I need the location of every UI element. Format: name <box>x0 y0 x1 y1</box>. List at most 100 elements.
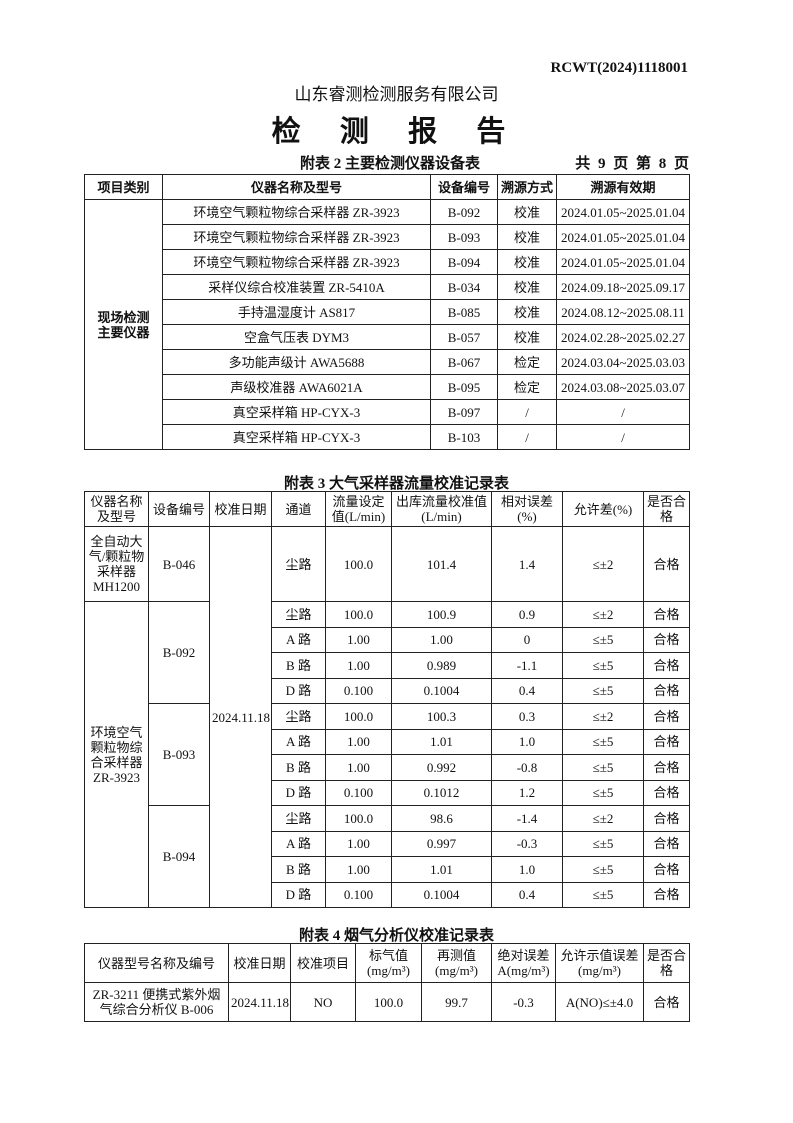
table-cell: ≤±5 <box>562 754 644 781</box>
column-header: 项目类别 <box>84 174 163 200</box>
table-cell: ≤±5 <box>562 677 644 704</box>
table-cell: 98.6 <box>391 805 492 832</box>
table-row: A 路 1.00 0.997 -0.3 ≤±5 合格 <box>85 830 690 857</box>
column-header: 校准日期 <box>209 491 272 527</box>
table-cell: 100.9 <box>391 601 492 628</box>
table-cell: 1.00 <box>325 728 392 755</box>
table-row: 真空采样箱 HP-CYX-3 B-103// <box>85 424 690 450</box>
column-header: 溯源方式 <box>497 174 557 200</box>
table-cell: 1.00 <box>325 652 392 679</box>
table-cell: ≤±5 <box>562 830 644 857</box>
table-cell: 采样仪综合校准装置 ZR-5410A <box>162 274 431 300</box>
table-cell: D 路 <box>271 881 326 908</box>
table-cell: 合格 <box>643 982 690 1022</box>
table-cell: B-092 <box>430 199 498 225</box>
table-row: 全自动大气/颗粒物采样器MH1200 B-046 2024.11.18 尘路 100.0… <box>84 526 690 908</box>
date-cell: 2024.11.18 <box>209 526 272 908</box>
table-row: B 路 1.00 0.989 -1.1 ≤±5 合格 <box>85 652 690 679</box>
table-cell: A(NO)≤±4.0 <box>555 982 644 1022</box>
table-cell: 校准 <box>497 299 557 325</box>
table-cell: 0.100 <box>325 881 392 908</box>
table-cell: 0.9 <box>491 601 563 628</box>
table-cell: 1.01 <box>391 728 492 755</box>
table-cell: 合格 <box>643 652 690 679</box>
table-cell: 校准 <box>497 324 557 350</box>
table-cell: 100.0 <box>325 805 392 832</box>
table-cell: ZR-3211 便携式紫外烟气综合分析仪 B-006 <box>84 982 229 1022</box>
table-cell: 合格 <box>643 881 690 908</box>
table-cell: A 路 <box>271 728 326 755</box>
table-cell: 2024.01.05~2025.01.04 <box>556 199 690 225</box>
column-header: 仪器型号名称及编号 <box>84 943 229 983</box>
table2-caption: 附表 2 主要检测仪器设备表 <box>300 156 481 172</box>
table-cell: 0.992 <box>391 754 492 781</box>
table-cell: 0.989 <box>391 652 492 679</box>
table-cell: -1.1 <box>491 652 563 679</box>
column-header: 是否合格 <box>643 491 690 527</box>
page-count: 共 9 页 第 8 页 <box>575 156 689 172</box>
table-cell: 2024.01.05~2025.01.04 <box>556 224 690 250</box>
header-row: 仪器型号名称及编号 校准日期 校准项目 标气值(mg/m³) 再测值(mg/m³) 绝对误… <box>84 943 690 983</box>
table-row: 环境空气颗粒物综合采样器 ZR-3923 B-094 校准 2024.01.05~20… <box>85 249 690 275</box>
column-header: 允许差(%) <box>562 491 644 527</box>
table-cell: B-085 <box>430 299 498 325</box>
table-row: 环境空气颗粒物综合采样器 ZR-3923 B-093 校准 2024.01.05~20… <box>85 224 690 250</box>
table4-caption: 附表 4 烟气分析仪校准记录表 <box>298 928 494 944</box>
table-cell: ≤±5 <box>562 779 644 806</box>
table-cell: 0.100 <box>325 677 392 704</box>
table-row: 声级校准器 AWA6021A B-095 检定 2024.03.08~2025.03.… <box>85 374 690 400</box>
table-cell: 环境空气颗粒物综合采样器 ZR-3923 <box>162 224 431 250</box>
table-cell: 1.0 <box>491 856 563 883</box>
table-cell: 0.100 <box>325 779 392 806</box>
table-cell: 100.0 <box>325 703 392 730</box>
table-cell: 尘路 <box>271 601 326 628</box>
table-row: B 路 1.00 1.01 1.0 ≤±5 合格 <box>85 856 690 883</box>
device-cell: B-093 <box>148 703 210 806</box>
table-row: 真空采样箱 HP-CYX-3 B-097// <box>85 399 690 425</box>
table-cell: 2024.02.28~2025.02.27 <box>556 324 690 350</box>
table-cell: ≤±2 <box>562 703 644 730</box>
table-cell: B-067 <box>430 349 498 375</box>
table-cell: ≤±2 <box>562 805 644 832</box>
table-cell: ≤±5 <box>562 626 644 653</box>
table-cell: 检定 <box>497 349 557 375</box>
table-cell: 2024.11.18 <box>228 982 291 1022</box>
table-cell: 合格 <box>643 830 690 857</box>
table-cell: 100.3 <box>391 703 492 730</box>
table-cell: ≤±5 <box>562 728 644 755</box>
table-cell: 合格 <box>643 779 690 806</box>
table-cell: B-097 <box>430 399 498 425</box>
table-cell: 2024.01.05~2025.01.04 <box>556 249 690 275</box>
table-cell: 检定 <box>497 374 557 400</box>
table-cell: 1.01 <box>391 856 492 883</box>
table-cell: 合格 <box>643 677 690 704</box>
table-cell: 真空采样箱 HP-CYX-3 <box>162 424 431 450</box>
flue-gas-calibration-table: 仪器型号名称及编号 校准日期 校准项目 标气值(mg/m³) 再测值(mg/m³) 绝对误… <box>84 943 690 1022</box>
table-cell: 尘路 <box>271 703 326 730</box>
column-header: 是否合格 <box>643 943 690 983</box>
table-cell: 环境空气颗粒物综合采样器 ZR-3923 <box>162 199 431 225</box>
table-cell: 2024.03.08~2025.03.07 <box>556 374 690 400</box>
table-row: D 路 0.100 0.1004 0.4 ≤±5 合格 <box>85 881 690 908</box>
column-header: 通道 <box>271 491 326 527</box>
column-header: 仪器名称及型号 <box>162 174 431 200</box>
company-name: 山东睿测检测服务有限公司 <box>294 85 499 104</box>
table-cell: 1.0 <box>491 728 563 755</box>
table-cell: B-094 <box>430 249 498 275</box>
table-cell: -0.3 <box>491 830 563 857</box>
table-row: 环境空气颗粒物综合采样器ZR-3923 B-092 尘路 100.0 100.9 0.9 ≤… <box>84 601 690 908</box>
table-cell: 100.0 <box>325 526 392 602</box>
table-cell: / <box>497 399 557 425</box>
table-cell: 尘路 <box>271 805 326 832</box>
table-cell: / <box>497 424 557 450</box>
device-cell: B-094 <box>148 805 210 908</box>
table-cell: 合格 <box>643 805 690 832</box>
table-cell: 0.997 <box>391 830 492 857</box>
table-cell: 校准 <box>497 199 557 225</box>
table-cell: ≤±2 <box>562 526 644 602</box>
table-cell: 声级校准器 AWA6021A <box>162 374 431 400</box>
table-cell: 合格 <box>643 856 690 883</box>
table-cell: 2024.03.04~2025.03.03 <box>556 349 690 375</box>
table-row: B-093 尘路 100.0 100.3 0.3 ≤±2 合格 <box>85 703 690 806</box>
device-cell: B-046 <box>148 526 210 602</box>
